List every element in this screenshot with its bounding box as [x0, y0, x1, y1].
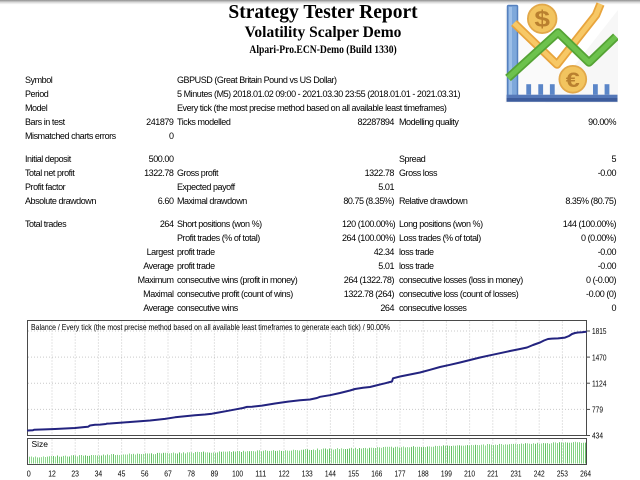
svg-text:89: 89	[211, 469, 219, 479]
svg-text:144: 144	[325, 469, 336, 479]
svg-text:111: 111	[255, 469, 266, 479]
svg-text:253: 253	[557, 469, 568, 479]
svg-text:434: 434	[592, 431, 603, 441]
svg-text:Balance / Every tick (the most: Balance / Every tick (the most precise m…	[31, 322, 390, 332]
svg-text:166: 166	[371, 469, 382, 479]
svg-text:45: 45	[118, 469, 126, 479]
svg-text:779: 779	[592, 405, 603, 415]
svg-text:122: 122	[279, 469, 290, 479]
svg-text:23: 23	[71, 469, 79, 479]
svg-text:56: 56	[141, 469, 149, 479]
svg-text:188: 188	[418, 469, 429, 479]
svg-text:199: 199	[441, 469, 452, 479]
svg-text:100: 100	[232, 469, 243, 479]
svg-text:67: 67	[164, 469, 172, 479]
svg-text:242: 242	[534, 469, 545, 479]
svg-text:12: 12	[48, 469, 56, 479]
svg-text:264: 264	[580, 469, 591, 479]
svg-text:€: €	[566, 68, 580, 92]
svg-text:210: 210	[464, 469, 475, 479]
svg-text:177: 177	[395, 469, 406, 479]
svg-text:221: 221	[487, 469, 498, 479]
svg-text:34: 34	[95, 469, 103, 479]
svg-text:Size: Size	[32, 439, 49, 449]
svg-text:1124: 1124	[592, 378, 607, 388]
svg-text:155: 155	[348, 469, 359, 479]
svg-text:231: 231	[511, 469, 522, 479]
svg-text:78: 78	[187, 469, 195, 479]
svg-text:0: 0	[27, 469, 31, 479]
svg-text:1470: 1470	[592, 352, 607, 362]
svg-text:$: $	[534, 7, 550, 32]
svg-text:133: 133	[302, 469, 313, 479]
svg-text:1815: 1815	[592, 326, 607, 336]
